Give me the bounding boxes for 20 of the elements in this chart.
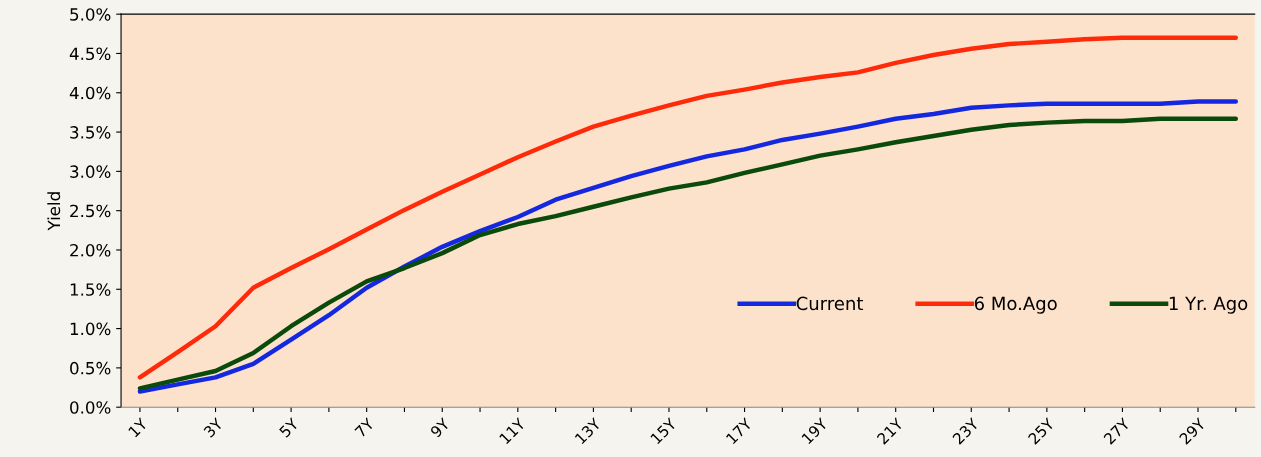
y-tick-label: 1.0% (70, 322, 111, 336)
x-tick-label: 3Y (203, 417, 224, 438)
y-tick-label: 4.0% (69, 86, 111, 100)
x-tick-label: 5Y (278, 417, 300, 438)
y-tick-label: 0.0% (70, 401, 111, 414)
y-tick-label: 3.0% (70, 165, 111, 178)
y-tick-label: 3.5% (70, 126, 111, 139)
legend-label: 6 Mo.Ago (974, 296, 1057, 314)
y-tick-label: 0.5% (70, 361, 111, 375)
x-tick-label: 9Y (429, 417, 451, 439)
y-tick-label: 4.5% (69, 47, 111, 61)
x-tick-label: 1Y (128, 417, 149, 438)
y-tick-label: 5.0% (70, 8, 111, 21)
y-axis-title: Yield (47, 192, 61, 231)
legend-label: 1 Yr. Ago (1169, 296, 1248, 314)
legend-label: Current (796, 296, 864, 311)
y-tick-label: 2.0% (70, 243, 111, 257)
x-tick-label: 7Y (354, 417, 375, 438)
y-tick-label: 2.5% (70, 204, 111, 218)
y-tick-label: 1.5% (70, 283, 111, 296)
